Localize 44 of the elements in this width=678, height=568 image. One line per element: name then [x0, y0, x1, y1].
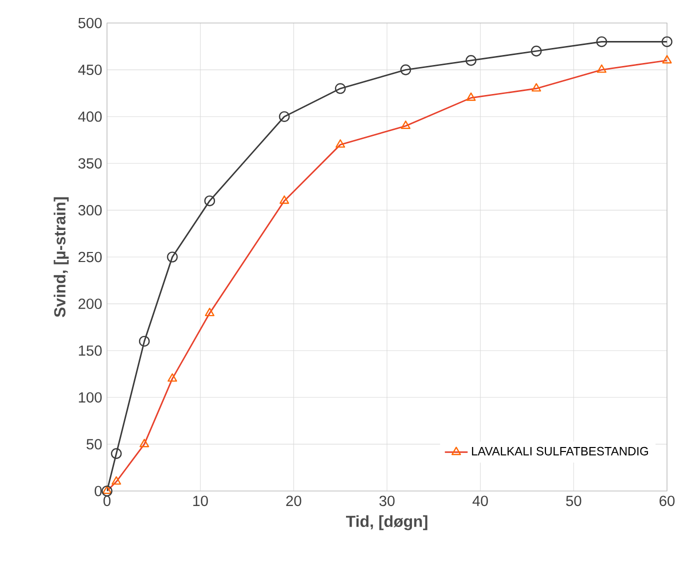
x-tick-label: 50	[566, 496, 582, 506]
x-tick-label: 60	[660, 496, 675, 506]
point	[400, 120, 410, 129]
point	[168, 373, 178, 382]
y-tick-label: 100	[78, 392, 102, 403]
point	[110, 448, 122, 459]
point	[280, 195, 290, 204]
x-tick-label: 40	[472, 496, 488, 506]
point	[140, 438, 150, 448]
point	[204, 308, 214, 316]
point	[662, 36, 672, 48]
x-tick-label: 20	[286, 496, 302, 506]
y-axis-title: Svind, [µ-strain]	[54, 197, 69, 318]
legend-label: LAVALKALI SULFATBESTANDIG	[472, 446, 648, 456]
point	[138, 336, 150, 347]
point	[662, 55, 672, 64]
point	[466, 55, 476, 66]
point	[112, 476, 122, 485]
y-tick-label: 0	[94, 486, 102, 496]
point	[530, 46, 542, 56]
x-tick-label: 0	[103, 496, 110, 506]
y-tick-label: 300	[78, 205, 102, 216]
x-tick-label: 30	[379, 496, 395, 506]
y-tick-label: 200	[78, 298, 102, 309]
y-tick-label: 500	[78, 18, 102, 28]
point	[102, 486, 112, 496]
point	[596, 64, 606, 73]
point	[466, 92, 476, 101]
point	[596, 36, 608, 48]
point	[204, 195, 216, 206]
point	[334, 83, 346, 94]
y-tick-label: 50	[86, 439, 102, 450]
y-tick-label: 400	[78, 111, 102, 122]
point	[532, 83, 542, 92]
y-tick-label: 150	[78, 345, 102, 356]
point	[166, 252, 178, 262]
point	[336, 139, 346, 148]
x-axis-title: Tid, [døgn]	[346, 515, 428, 530]
point	[400, 64, 412, 76]
point	[278, 111, 290, 122]
y-tick-label: 350	[78, 158, 102, 169]
x-tick-label: 10	[193, 496, 208, 506]
y-tick-label: 250	[78, 252, 102, 262]
y-tick-label: 450	[78, 64, 102, 75]
